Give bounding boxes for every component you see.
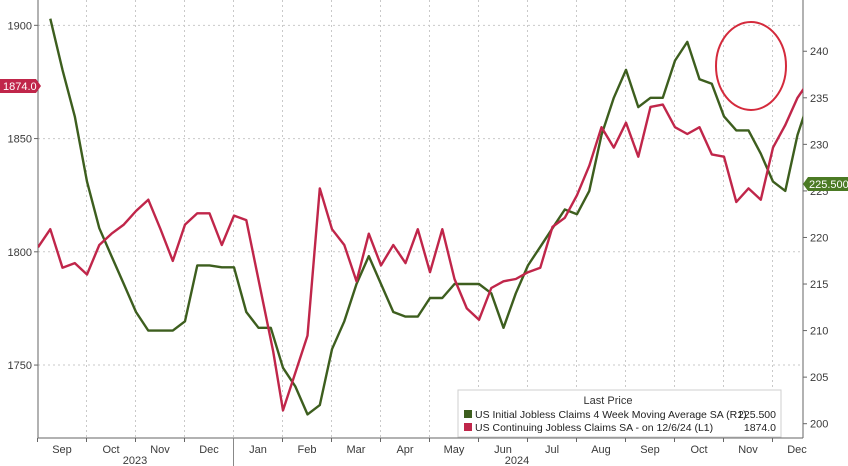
x-axis-month-label: Dec xyxy=(787,444,807,456)
right-axis-tick-label: 235 xyxy=(810,93,828,105)
left-axis-tick-label: 1750 xyxy=(8,360,32,372)
right-last-value-tag: 225.500 xyxy=(803,177,848,191)
right-axis-tick-label: 200 xyxy=(810,419,828,431)
right-axis-tick-label: 230 xyxy=(810,139,828,151)
legend: Last Price US Initial Jobless Claims 4 W… xyxy=(457,389,782,438)
x-axis-month-label: Apr xyxy=(396,444,413,456)
x-axis-month-label: Nov xyxy=(150,444,170,456)
right-axis-tick-label: 205 xyxy=(810,372,828,384)
legend-box xyxy=(457,389,782,438)
legend-title: Last Price xyxy=(584,395,633,407)
right-axis-tick-label: 215 xyxy=(810,279,828,291)
left-axis-tick-label: 1800 xyxy=(8,247,32,259)
x-axis-month-label: Feb xyxy=(298,444,317,456)
legend-label-initial-claims: US Initial Jobless Claims 4 Week Moving … xyxy=(475,409,747,421)
x-axis-month-label: Dec xyxy=(199,444,219,456)
legend-swatch-initial-claims xyxy=(464,410,472,418)
x-axis-month-label: Sep xyxy=(640,444,660,456)
x-axis-month-label: Mar xyxy=(347,444,366,456)
right-axis-tick-label: 210 xyxy=(810,326,828,338)
x-axis: Sep Oct Nov Dec Jan Feb Mar Apr May Jun Jul Aug Sep O… xyxy=(37,437,807,466)
legend-swatch-continuing-claims xyxy=(464,423,472,431)
x-axis-month-label: Oct xyxy=(690,444,707,456)
x-axis-year-label: 2023 xyxy=(123,455,147,466)
initial-claims-line xyxy=(49,18,803,416)
x-axis-year-label: 2024 xyxy=(505,455,529,466)
x-axis-month-label: Sep xyxy=(52,444,72,456)
left-axis: 1750 1800 1850 1900 xyxy=(8,0,39,438)
x-axis-month-label: Nov xyxy=(738,444,758,456)
x-axis-month-label: Jun xyxy=(494,444,512,456)
left-axis-tick-label: 1900 xyxy=(8,20,32,32)
legend-value-continuing-claims: 1874.0 xyxy=(744,422,776,434)
series-lines xyxy=(38,18,803,416)
right-last-value-label: 225.500 xyxy=(809,179,848,191)
x-axis-month-label: May xyxy=(444,444,465,456)
highlight-circle-annotation xyxy=(715,21,787,111)
right-axis-tick-label: 240 xyxy=(810,46,828,58)
right-axis-tick-label: 220 xyxy=(810,232,828,244)
x-axis-month-label: Jan xyxy=(249,444,267,456)
x-axis-month-label: Aug xyxy=(591,444,611,456)
legend-label-continuing-claims: US Continuing Jobless Claims SA - on 12/… xyxy=(475,422,713,434)
left-last-value-tag: 1874.0 xyxy=(0,79,41,93)
left-axis-tick-label: 1850 xyxy=(8,134,32,146)
x-axis-month-label: Oct xyxy=(102,444,119,456)
left-last-value-label: 1874.0 xyxy=(3,81,37,93)
continuing-claims-line xyxy=(38,87,803,412)
x-axis-month-label: Jul xyxy=(545,444,559,456)
legend-value-initial-claims: 225.500 xyxy=(738,409,776,421)
